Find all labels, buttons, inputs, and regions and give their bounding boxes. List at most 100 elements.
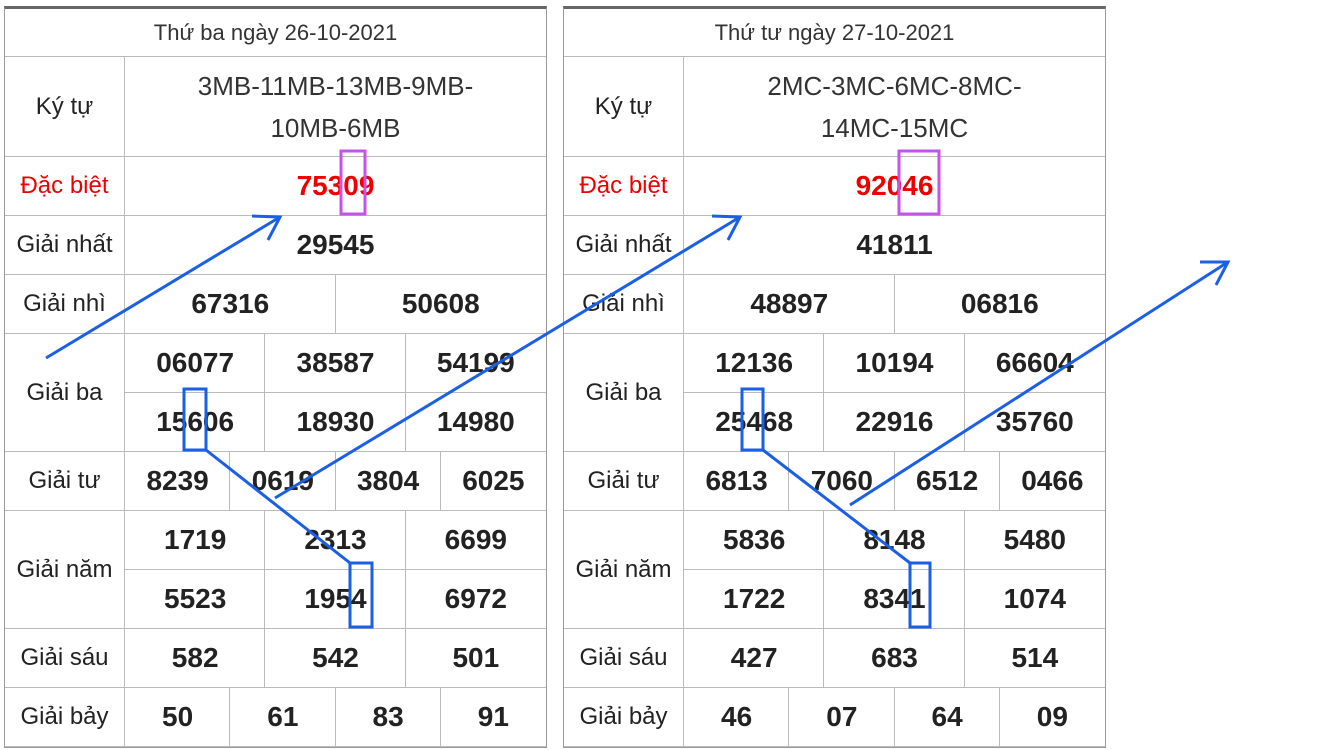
prize-number: 66604 bbox=[963, 333, 1105, 393]
prize-number: 46 bbox=[683, 687, 790, 746]
prize-row: Giải nhất 41811 bbox=[564, 215, 1105, 275]
prize-values: 41811 bbox=[683, 215, 1105, 274]
prize-label: Giải tư bbox=[5, 452, 125, 510]
prize-number: 8148 bbox=[823, 510, 965, 570]
prize-label: Giải năm bbox=[564, 511, 684, 628]
prize-number: 683 bbox=[823, 628, 965, 687]
prize-number: 75309 bbox=[124, 156, 546, 215]
prize-number: 29545 bbox=[124, 215, 546, 274]
prize-values: 8239 0619 3804 6025 bbox=[124, 451, 546, 510]
prize-values: 50 61 83 91 bbox=[124, 687, 546, 746]
prize-row: Giải tư 8239 0619 3804 6025 bbox=[5, 451, 546, 511]
prize-number: 1954 bbox=[264, 568, 406, 628]
prize-row: Giải sáu 427 683 514 bbox=[564, 628, 1105, 688]
prize-row: Giải sáu 582 542 501 bbox=[5, 628, 546, 688]
prize-row: Giải nhì 67316 50608 bbox=[5, 274, 546, 334]
prize-number: 48897 bbox=[683, 274, 895, 333]
prize-number: 0619 bbox=[229, 451, 336, 510]
prize-number: 7060 bbox=[788, 451, 895, 510]
prize-row: Giải bảy 46 07 64 09 bbox=[564, 687, 1105, 747]
prize-row: Ký tự 2MC-3MC-6MC-8MC-14MC-15MC bbox=[564, 56, 1105, 157]
result-table: Thứ ba ngày 26-10-2021 Ký tự 3MB-11MB-13MB… bbox=[4, 6, 547, 748]
prize-number: 5480 bbox=[963, 510, 1105, 570]
prize-number: 25468 bbox=[683, 391, 825, 451]
prize-number: 6512 bbox=[893, 451, 1000, 510]
prize-values: 48897 06816 bbox=[683, 274, 1105, 333]
prize-values: 12136 10194 66604 25468 22916 35760 bbox=[683, 333, 1105, 451]
prize-number: 64 bbox=[893, 687, 1000, 746]
prize-values: 2MC-3MC-6MC-8MC-14MC-15MC bbox=[683, 56, 1105, 156]
prize-values: 75309 bbox=[124, 156, 546, 215]
prize-number: 3804 bbox=[334, 451, 441, 510]
prize-values: 92046 bbox=[683, 156, 1105, 215]
prize-row: Giải năm 1719 2313 6699 5523 1954 6972 bbox=[5, 510, 546, 629]
prize-number: 61 bbox=[229, 687, 336, 746]
prize-values: 06077 38587 54199 15606 18930 14980 bbox=[124, 333, 546, 451]
prize-number: 3MB-11MB-13MB-9MB-10MB-6MB bbox=[124, 56, 546, 156]
prize-number: 50 bbox=[124, 687, 231, 746]
prize-values: 3MB-11MB-13MB-9MB-10MB-6MB bbox=[124, 56, 546, 156]
prize-number: 91 bbox=[439, 687, 546, 746]
prize-row: Giải nhì 48897 06816 bbox=[564, 274, 1105, 334]
prize-row: Đặc biệt 92046 bbox=[564, 156, 1105, 216]
prize-number: 92046 bbox=[683, 156, 1105, 215]
prize-number: 41811 bbox=[683, 215, 1105, 274]
prize-values: 1719 2313 6699 5523 1954 6972 bbox=[124, 510, 546, 628]
prize-number: 15606 bbox=[124, 391, 266, 451]
result-table: Thứ tư ngày 27-10-2021 Ký tự 2MC-3MC-6MC-8… bbox=[563, 6, 1106, 748]
prize-number: 2313 bbox=[264, 510, 406, 570]
prize-label: Ký tự bbox=[5, 57, 125, 156]
prize-number: 514 bbox=[963, 628, 1105, 687]
prize-values: 6813 7060 6512 0466 bbox=[683, 451, 1105, 510]
prize-row: Giải ba 12136 10194 66604 25468 22916 35760 bbox=[564, 333, 1105, 452]
prize-number: 22916 bbox=[823, 391, 965, 451]
prize-row: Giải nhất 29545 bbox=[5, 215, 546, 275]
prize-row: Giải ba 06077 38587 54199 15606 18930 14980 bbox=[5, 333, 546, 452]
prize-label: Ký tự bbox=[564, 57, 684, 156]
prize-number: 5523 bbox=[124, 568, 266, 628]
prize-label: Giải ba bbox=[5, 334, 125, 451]
prize-number: 8239 bbox=[124, 451, 231, 510]
prize-row: Ký tự 3MB-11MB-13MB-9MB-10MB-6MB bbox=[5, 56, 546, 157]
prize-label: Đặc biệt bbox=[564, 157, 684, 215]
prize-number: 501 bbox=[404, 628, 546, 687]
prize-number: 6025 bbox=[439, 451, 546, 510]
prize-number: 06077 bbox=[124, 333, 266, 393]
prize-number: 6813 bbox=[683, 451, 790, 510]
prize-values: 5836 8148 5480 1722 8341 1074 bbox=[683, 510, 1105, 628]
table-title: Thứ ba ngày 26-10-2021 bbox=[5, 9, 546, 57]
prize-label: Giải bảy bbox=[5, 688, 125, 746]
prize-label: Giải ba bbox=[564, 334, 684, 451]
prize-label: Giải nhất bbox=[564, 216, 684, 274]
prize-number: 5836 bbox=[683, 510, 825, 570]
prize-number: 1719 bbox=[124, 510, 266, 570]
prize-values: 582 542 501 bbox=[124, 628, 546, 687]
prize-number: 6972 bbox=[404, 568, 546, 628]
prize-label: Giải nhì bbox=[5, 275, 125, 333]
prize-number: 09 bbox=[998, 687, 1105, 746]
prize-number: 12136 bbox=[683, 333, 825, 393]
prize-number: 542 bbox=[264, 628, 406, 687]
prize-label: Giải nhất bbox=[5, 216, 125, 274]
prize-values: 29545 bbox=[124, 215, 546, 274]
prize-label: Giải bảy bbox=[564, 688, 684, 746]
prize-number: 0466 bbox=[998, 451, 1105, 510]
table-title: Thứ tư ngày 27-10-2021 bbox=[564, 9, 1105, 57]
prize-number: 8341 bbox=[823, 568, 965, 628]
prize-number: 582 bbox=[124, 628, 266, 687]
prize-number: 50608 bbox=[334, 274, 546, 333]
prize-number: 1074 bbox=[963, 568, 1105, 628]
prize-number: 67316 bbox=[124, 274, 336, 333]
prize-label: Giải sáu bbox=[5, 629, 125, 687]
prize-values: 46 07 64 09 bbox=[683, 687, 1105, 746]
prize-values: 427 683 514 bbox=[683, 628, 1105, 687]
prize-row: Giải bảy 50 61 83 91 bbox=[5, 687, 546, 747]
prize-number: 06816 bbox=[893, 274, 1105, 333]
prize-values: 67316 50608 bbox=[124, 274, 546, 333]
prize-number: 83 bbox=[334, 687, 441, 746]
prize-number: 35760 bbox=[963, 391, 1105, 451]
prize-number: 6699 bbox=[404, 510, 546, 570]
prize-number: 18930 bbox=[264, 391, 406, 451]
prize-number: 10194 bbox=[823, 333, 965, 393]
